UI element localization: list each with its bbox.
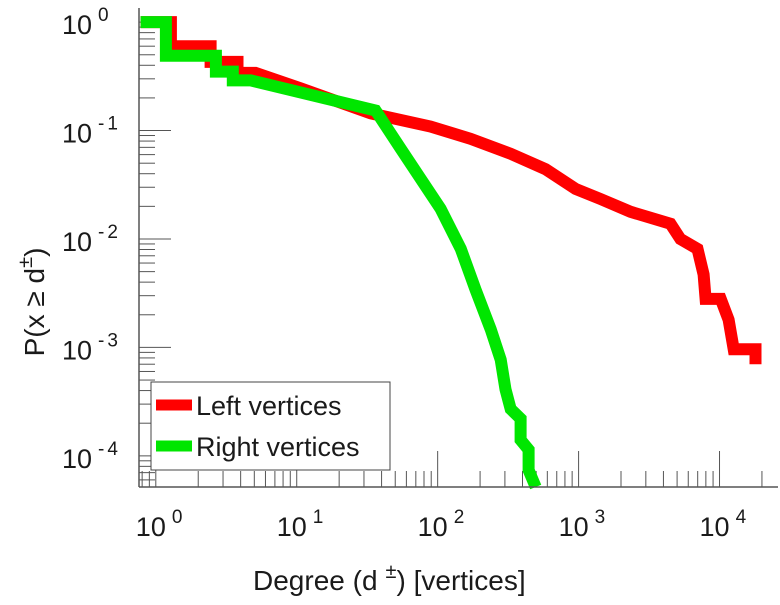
y-tick-label-exp: -4 bbox=[98, 439, 121, 460]
x-tick-label-exp: 1 bbox=[313, 507, 324, 528]
x-axis-label-tail: ) [vertices] bbox=[397, 565, 526, 596]
x-tick-label-base: 10 bbox=[559, 512, 589, 542]
y-tick-label: 10 -2 bbox=[62, 222, 121, 257]
legend-label-left: Left vertices bbox=[196, 391, 342, 421]
x-tick-label: 10 1 bbox=[277, 507, 324, 542]
x-axis-label-sup: ± bbox=[386, 561, 397, 583]
y-tick-label: 10 0 bbox=[62, 5, 112, 40]
x-tick-label-base: 10 bbox=[136, 512, 166, 542]
y-tick-label-base: 10 bbox=[62, 10, 92, 40]
y-axis-label-sup: ± bbox=[15, 257, 37, 268]
y-tick-label-exp: -3 bbox=[98, 330, 121, 351]
x-tick-label: 10 3 bbox=[559, 507, 606, 542]
y-tick-label-base: 10 bbox=[62, 227, 92, 257]
y-tick-label-base: 10 bbox=[62, 335, 92, 365]
x-axis-label-main: Degree (d bbox=[253, 565, 378, 596]
y-axis-label: P(x ≥ d±) bbox=[15, 248, 50, 357]
legend-label-right: Right vertices bbox=[196, 432, 360, 462]
series-lines bbox=[140, 16, 762, 490]
y-tick-label-base: 10 bbox=[62, 119, 92, 149]
x-axis-label: Degree (d ±) [vertices] bbox=[253, 561, 526, 596]
x-tick-label-exp: 4 bbox=[736, 507, 747, 528]
y-tick-label: 10 -1 bbox=[62, 114, 121, 149]
y-axis-label-tail: ) bbox=[19, 248, 50, 257]
x-tick-label-exp: 2 bbox=[454, 507, 465, 528]
series-line-right bbox=[140, 16, 542, 490]
legend: Left vertices Right vertices bbox=[150, 381, 391, 471]
x-tick-label-exp: 0 bbox=[172, 507, 183, 528]
y-tick-labels: 10 0 10 -1 10 -2 10 -3 10 -4 bbox=[62, 5, 121, 474]
x-tick-label-base: 10 bbox=[418, 512, 448, 542]
y-tick-label-base: 10 bbox=[62, 444, 92, 474]
y-tick-label: 10 -3 bbox=[62, 330, 121, 365]
x-tick-label: 10 2 bbox=[418, 507, 465, 542]
x-tick-label-base: 10 bbox=[700, 512, 730, 542]
x-tick-label-exp: 3 bbox=[595, 507, 606, 528]
y-axis-label-main: P(x ≥ d bbox=[19, 268, 50, 357]
x-tick-label: 10 0 bbox=[136, 507, 183, 542]
y-tick-label-exp: -1 bbox=[98, 114, 121, 135]
y-tick-label-exp: -2 bbox=[98, 222, 121, 243]
x-tick-label: 10 4 bbox=[700, 507, 747, 542]
y-tick-label-exp: 0 bbox=[98, 5, 112, 26]
legend-box bbox=[150, 381, 391, 471]
x-tick-label-base: 10 bbox=[277, 512, 307, 542]
x-tick-labels: 10 0 10 1 10 2 10 3 10 4 bbox=[136, 507, 747, 542]
y-tick-label: 10 -4 bbox=[62, 439, 121, 474]
